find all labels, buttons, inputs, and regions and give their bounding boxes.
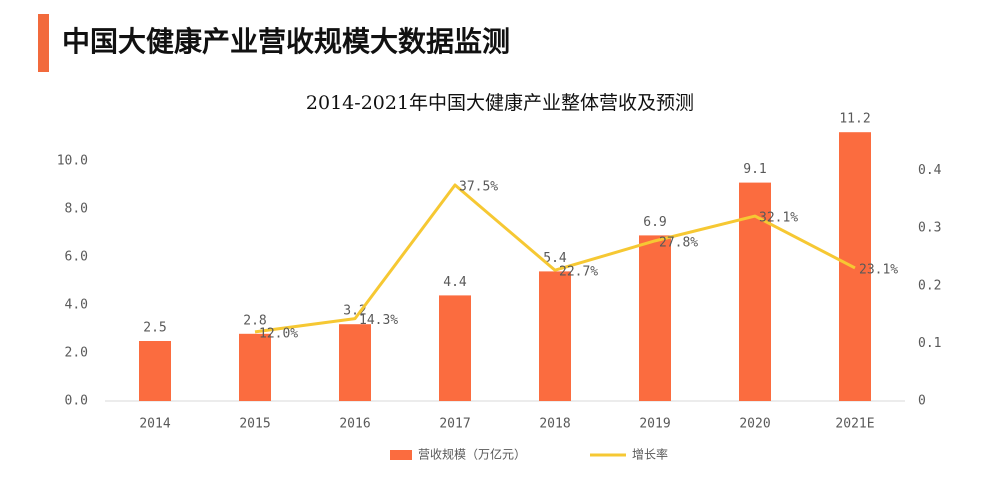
y2-tick-label: 0.4: [918, 163, 942, 178]
legend-swatch: [390, 450, 412, 460]
bar-value-label: 11.2: [839, 112, 870, 127]
y-tick-label: 8.0: [65, 202, 88, 217]
legend-label: 营收规模（万亿元）: [418, 447, 526, 462]
line-value-label: 37.5%: [459, 180, 498, 195]
header-title: 中国大健康产业营收规模大数据监测: [62, 25, 510, 58]
y-tick-label: 2.0: [65, 346, 88, 361]
y2-tick-label: 0.1: [918, 336, 941, 351]
bar: [139, 341, 171, 401]
x-tick-label: 2019: [639, 417, 670, 432]
bar: [539, 271, 571, 401]
x-tick-label: 2018: [539, 417, 570, 432]
line-value-label: 12.0%: [259, 326, 298, 341]
y-tick-label: 6.0: [65, 250, 88, 265]
bar: [239, 333, 271, 401]
x-tick-label: 2017: [439, 417, 470, 432]
line-value-label: 32.1%: [759, 211, 798, 226]
y2-tick-label: 0.2: [918, 278, 941, 293]
line-value-label: 27.8%: [659, 235, 698, 250]
x-tick-label: 2016: [339, 417, 370, 432]
y2-tick-label: 0.3: [918, 221, 941, 236]
bar-value-label: 5.4: [543, 251, 567, 266]
bar-value-label: 4.4: [443, 275, 467, 290]
line-value-label: 23.1%: [859, 262, 898, 277]
y2-tick-label: 0: [918, 394, 926, 409]
line-value-label: 14.3%: [359, 313, 398, 328]
x-tick-label: 2020: [739, 417, 770, 432]
bar: [439, 295, 471, 401]
y-tick-label: 4.0: [65, 298, 88, 313]
y-tick-label: 10.0: [57, 154, 88, 169]
line: [254, 183, 856, 334]
bar: [639, 235, 671, 401]
line-value-label: 22.7%: [559, 265, 598, 280]
bar: [339, 324, 371, 401]
chart-title: 2014-2021年中国大健康产业整体营收及预测: [306, 92, 694, 114]
bar-value-label: 9.1: [743, 162, 766, 177]
x-tick-label: 2021E: [835, 417, 874, 432]
bar-value-label: 6.9: [643, 215, 666, 230]
x-tick-label: 2015: [239, 417, 270, 432]
y-tick-label: 0.0: [65, 394, 88, 409]
header-accent: [38, 14, 49, 72]
bar-value-label: 2.5: [143, 321, 166, 336]
bar-value-label: 3.2: [343, 304, 366, 319]
x-tick-label: 2014: [139, 417, 170, 432]
bar-value-label: 2.8: [243, 313, 266, 328]
legend-label: 增长率: [632, 447, 668, 462]
